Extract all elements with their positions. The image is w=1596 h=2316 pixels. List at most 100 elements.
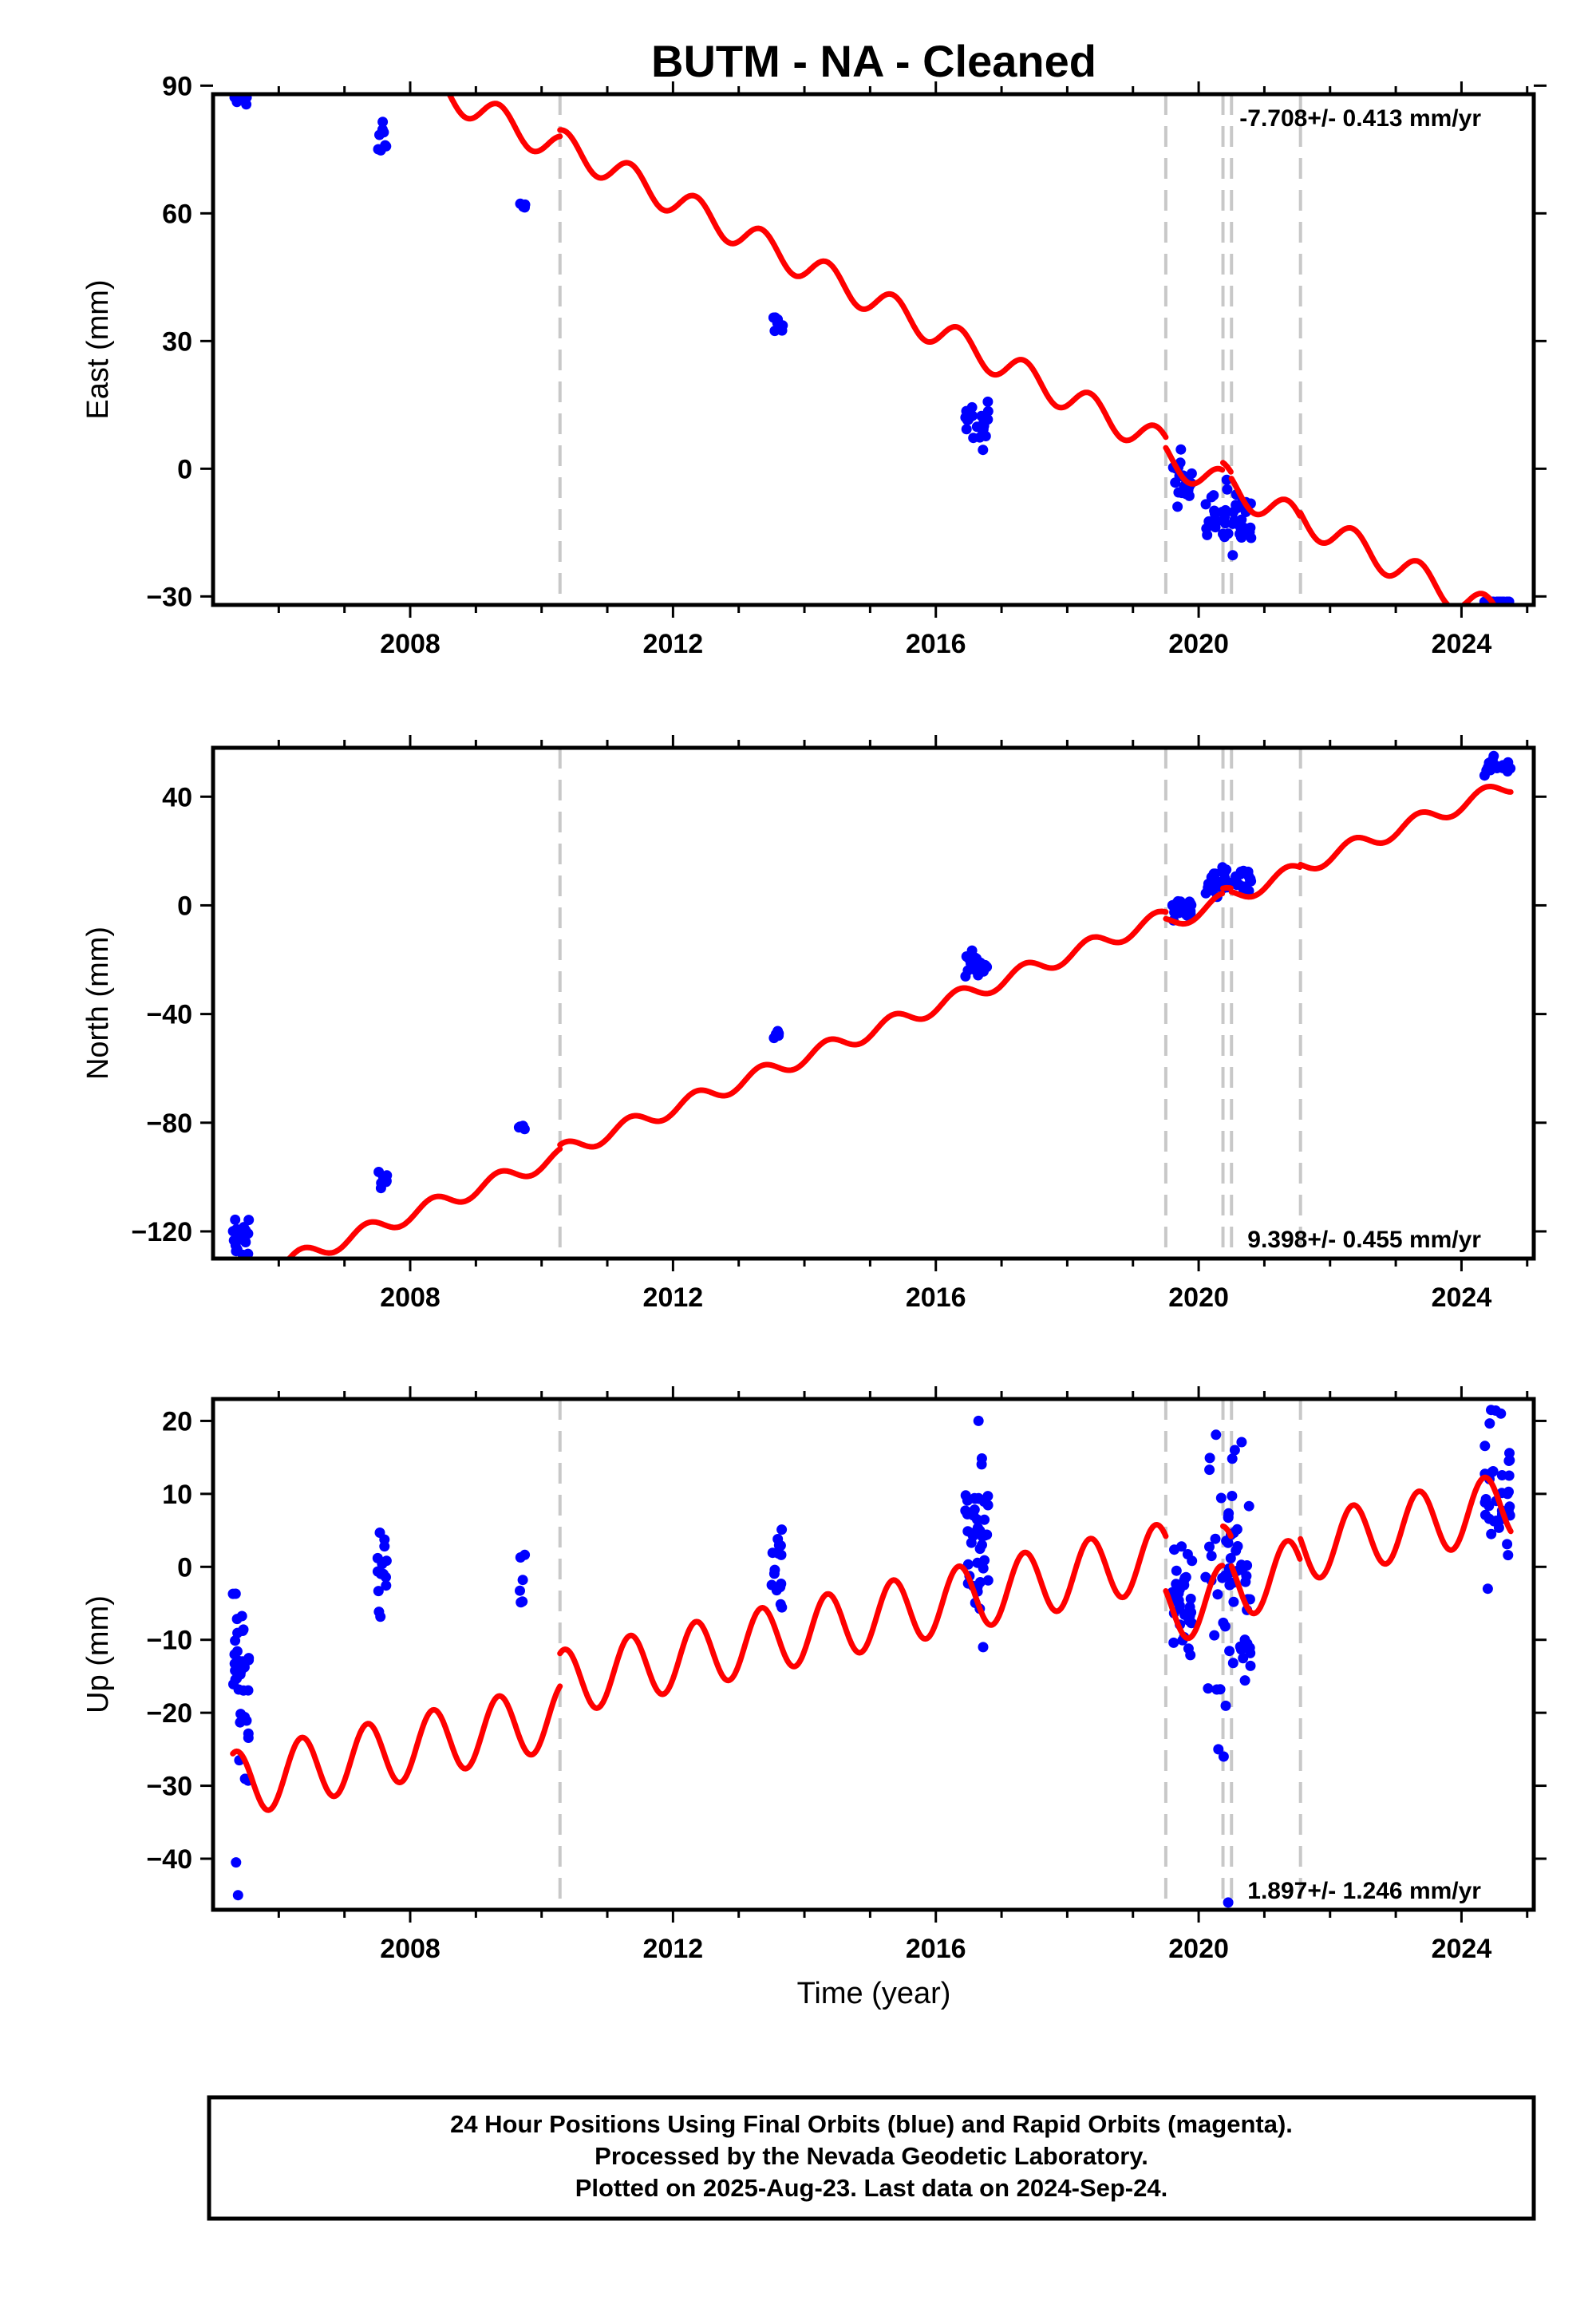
footer-line-1: 24 Hour Positions Using Final Orbits (bl… xyxy=(450,2110,1293,2138)
up-data-point xyxy=(375,1568,386,1579)
up-outlier-point xyxy=(1486,1405,1496,1416)
north-model-line-segment xyxy=(1220,884,1234,891)
up-data-point xyxy=(1204,1452,1215,1464)
east-y-tick-label: 60 xyxy=(162,199,192,229)
north-data-point xyxy=(970,964,981,974)
up-outlier-point xyxy=(1213,1744,1224,1755)
east-x-tick-label: 2020 xyxy=(1168,629,1229,659)
east-model-line-segment xyxy=(1298,510,1498,605)
east-y-tick-label: −30 xyxy=(146,582,192,612)
east-data-point xyxy=(1175,444,1187,455)
up-x-tick-label: 2008 xyxy=(380,1934,440,1964)
east-model-line-segment xyxy=(1163,445,1226,487)
east-data-point xyxy=(374,129,385,140)
up-data-point xyxy=(1224,1646,1235,1657)
east-data-point xyxy=(1235,532,1246,543)
east-data-point xyxy=(1200,499,1211,510)
up-data-point xyxy=(773,1548,784,1559)
north-data-point xyxy=(1502,766,1513,777)
up-data-point xyxy=(982,1500,994,1511)
east-y-tick-label: 0 xyxy=(177,454,192,484)
north-model-line-segment xyxy=(285,1146,563,1259)
up-data-point xyxy=(1228,1596,1239,1607)
up-data-point xyxy=(1238,1653,1249,1664)
up-data-point xyxy=(1210,1533,1221,1544)
north-x-tick-label: 2016 xyxy=(906,1282,966,1313)
up-data-point xyxy=(1185,1650,1196,1661)
up-data-point xyxy=(379,1541,390,1552)
east-data-point xyxy=(1222,484,1233,495)
up-data-point xyxy=(1484,1418,1495,1429)
east-data-point xyxy=(982,396,994,407)
north-data-point xyxy=(971,953,982,964)
up-data-point xyxy=(235,1666,247,1677)
up-panel: 2008 2012 2016 2020 2024 −40 −30 −20 −10 0 10 20 Up … xyxy=(81,1386,1547,1964)
up-data-point xyxy=(238,1624,249,1635)
up-data-point xyxy=(243,1653,255,1664)
up-data-point xyxy=(982,1491,994,1502)
up-data-point xyxy=(1171,1579,1182,1590)
up-data-point xyxy=(1504,1455,1515,1466)
up-data-point xyxy=(1204,1464,1215,1476)
east-data-point xyxy=(1170,477,1181,488)
up-model-line-segment xyxy=(1220,1523,1234,1539)
north-data-point xyxy=(381,1176,392,1187)
up-data-point xyxy=(776,1524,788,1535)
up-data-point xyxy=(1211,1429,1222,1441)
up-data-point xyxy=(377,1559,388,1570)
east-data-point xyxy=(1203,516,1215,527)
up-data-point xyxy=(1227,1658,1238,1669)
up-outlier-point xyxy=(1218,1751,1229,1762)
up-model-line-segment xyxy=(1228,1538,1303,1617)
north-data-point xyxy=(1243,871,1254,882)
east-panel: 2008 2012 2016 2020 2024 −30 0 30 60 90 East (mm) -… xyxy=(81,71,1547,659)
east-model-line-segment xyxy=(557,127,1169,444)
north-data-point xyxy=(1170,899,1181,910)
north-data-point xyxy=(1487,754,1498,765)
up-outlier-point xyxy=(1482,1583,1493,1595)
north-data-point xyxy=(960,970,971,982)
north-y-tick-label: −120 xyxy=(131,1217,192,1247)
up-y-axis-label: Up (mm) xyxy=(81,1595,115,1713)
east-x-tick-label: 2008 xyxy=(380,629,440,659)
up-x-tick-label: 2020 xyxy=(1168,1934,1229,1964)
up-data-point xyxy=(1502,1539,1513,1550)
up-data-point xyxy=(966,1528,977,1539)
north-x-tick-label: 2012 xyxy=(643,1282,704,1313)
east-data-point xyxy=(777,320,788,331)
north-data-point xyxy=(240,1237,251,1247)
north-data-point xyxy=(237,1249,248,1259)
north-data-point xyxy=(1203,878,1214,889)
up-data-point xyxy=(1503,1470,1515,1481)
east-data-point xyxy=(982,414,994,425)
north-plot-area xyxy=(227,748,1516,1259)
up-data-point xyxy=(238,1685,249,1696)
east-data-point xyxy=(381,140,392,152)
north-data-point xyxy=(1200,887,1211,899)
up-data-point xyxy=(1203,1683,1214,1694)
up-data-point xyxy=(243,1733,254,1743)
up-data-point xyxy=(978,1563,989,1574)
up-data-point xyxy=(1179,1579,1190,1591)
up-data-point xyxy=(1220,1700,1231,1711)
up-data-point xyxy=(979,1514,990,1525)
up-data-point xyxy=(1209,1630,1220,1641)
up-data-point xyxy=(1245,1660,1256,1671)
up-data-point xyxy=(1168,1637,1179,1648)
east-data-point xyxy=(1208,490,1219,501)
north-y-tick-label: 40 xyxy=(162,782,192,812)
up-data-point xyxy=(241,1715,252,1726)
north-model-line-segment xyxy=(1228,863,1303,900)
up-model-line-segment xyxy=(1163,1563,1226,1642)
figure-title: BUTM - NA - Cleaned xyxy=(651,36,1096,86)
north-data-point xyxy=(519,1124,530,1135)
up-frame xyxy=(211,1397,1536,1912)
north-x-tick-label: 2008 xyxy=(380,1282,440,1313)
up-y-tick-label: −20 xyxy=(146,1698,192,1729)
up-data-point xyxy=(1223,1511,1234,1522)
east-data-point xyxy=(237,94,248,103)
up-data-point xyxy=(1227,1453,1238,1464)
east-x-tick-label: 2016 xyxy=(906,629,966,659)
up-data-point xyxy=(1182,1549,1193,1559)
